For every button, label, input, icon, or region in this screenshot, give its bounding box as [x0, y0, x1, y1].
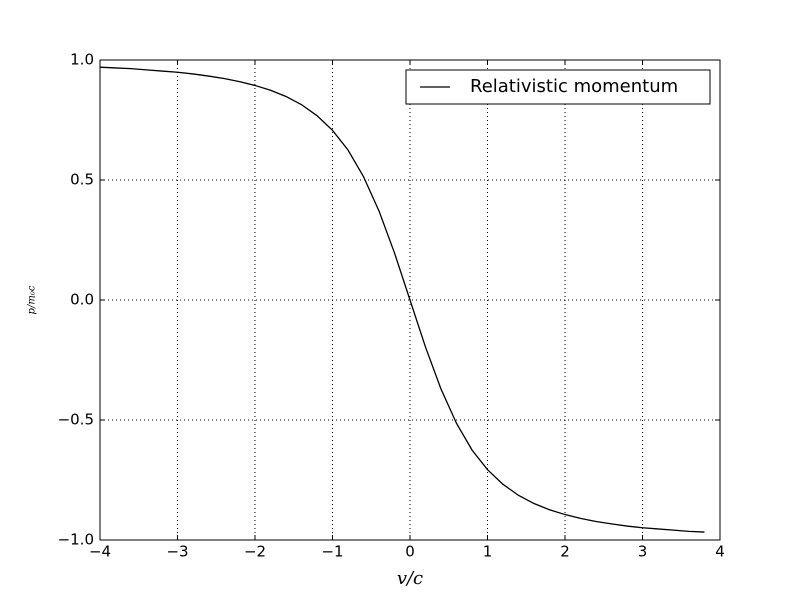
data-line [99, 66, 705, 533]
x-tick-label: 1 [483, 543, 493, 561]
y-axis-label: p/m₀c [27, 285, 38, 314]
legend-label: Relativistic momentum [470, 76, 678, 97]
y-tick-label: 0.5 [70, 171, 94, 189]
legend-box [405, 69, 711, 105]
x-tick-label: −1 [321, 543, 343, 561]
x-axis-label: v/c [397, 568, 423, 589]
y-tick-label: 0.0 [70, 291, 94, 309]
y-tick-label: −0.5 [58, 411, 94, 429]
x-tick-label: −2 [244, 543, 266, 561]
x-tick-label: −4 [89, 543, 111, 561]
x-tick-label: 4 [715, 543, 725, 561]
y-tick-label: −1.0 [58, 531, 94, 549]
plot-frame [99, 59, 721, 541]
x-tick-label: 2 [560, 543, 570, 561]
x-tick-label: 0 [405, 543, 415, 561]
x-tick-label: 3 [638, 543, 648, 561]
x-tick-label: −3 [166, 543, 188, 561]
y-tick-label: 1.0 [70, 51, 94, 69]
